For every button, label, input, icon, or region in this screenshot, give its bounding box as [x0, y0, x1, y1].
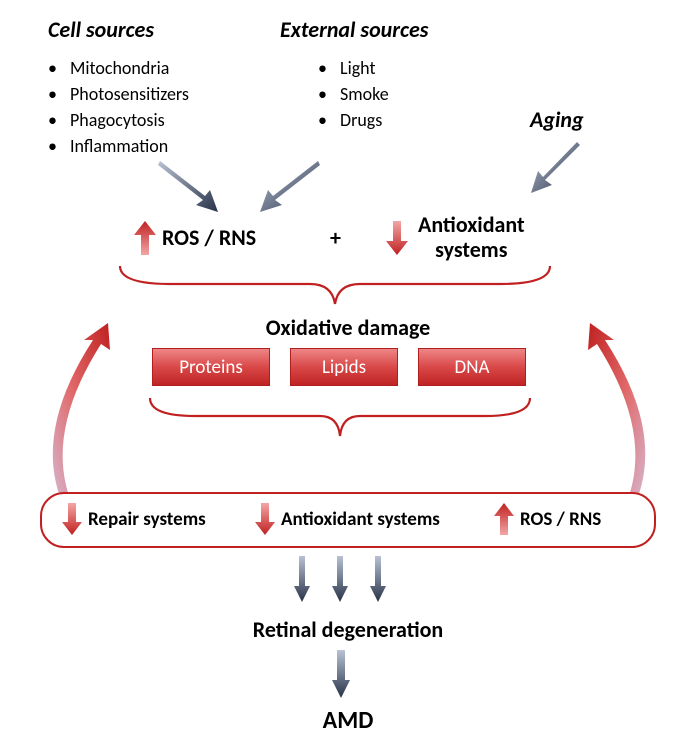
- label-retinal-degeneration: Retinal degeneration: [0, 616, 696, 643]
- label-amd: AMD: [0, 706, 696, 735]
- arrow-cell-to-ros: [148, 160, 228, 220]
- list-cell-sources: Mitochondria Photosensitizers Phagocytos…: [48, 55, 189, 159]
- box-proteins: Proteins: [152, 348, 270, 386]
- list-item: Phagocytosis: [48, 107, 189, 133]
- down-arrow-icon: [386, 221, 408, 255]
- label-antiox-l2: systems: [435, 236, 507, 263]
- down-arrow-icon: [62, 503, 82, 535]
- arrow-to-amd: [332, 650, 350, 698]
- list-item: Mitochondria: [48, 55, 189, 81]
- box-dna: DNA: [418, 348, 526, 386]
- heading-cell-sources: Cell sources: [48, 16, 154, 43]
- up-arrow-icon: [494, 503, 514, 535]
- label-ros-rns: ROS / RNS: [162, 224, 256, 251]
- list-item: Smoke: [318, 81, 389, 107]
- arrow-aging-to-antiox: [525, 140, 595, 200]
- feedback-arrow-right: [560, 320, 670, 520]
- arrow-external-to-ros: [250, 160, 330, 220]
- brace-top: [110, 260, 560, 310]
- panel-antioxidant-systems: Antioxidant systems: [281, 508, 440, 531]
- feedback-arrow-left: [28, 320, 138, 520]
- arrow-panel-down-1: [294, 556, 310, 602]
- up-arrow-icon: [134, 221, 156, 255]
- heading-aging: Aging: [530, 106, 584, 133]
- list-external-sources: Light Smoke Drugs: [318, 55, 389, 133]
- panel-ros-rns: ROS / RNS: [520, 508, 601, 531]
- list-item: Drugs: [318, 107, 389, 133]
- brace-bottom: [140, 392, 540, 442]
- list-item: Photosensitizers: [48, 81, 189, 107]
- label-antiox-l1: Antioxidant: [418, 211, 525, 238]
- label-plus: +: [330, 224, 341, 251]
- label-antioxidant-systems: Antioxidant systems: [418, 212, 525, 262]
- panel-repair-systems: Repair systems: [88, 508, 206, 531]
- list-item: Light: [318, 55, 389, 81]
- arrow-panel-down-3: [370, 556, 386, 602]
- arrow-panel-down-2: [332, 556, 348, 602]
- box-lipids: Lipids: [290, 348, 398, 386]
- list-item: Inflammation: [48, 133, 189, 159]
- down-arrow-icon: [255, 503, 275, 535]
- heading-external-sources: External sources: [280, 16, 428, 43]
